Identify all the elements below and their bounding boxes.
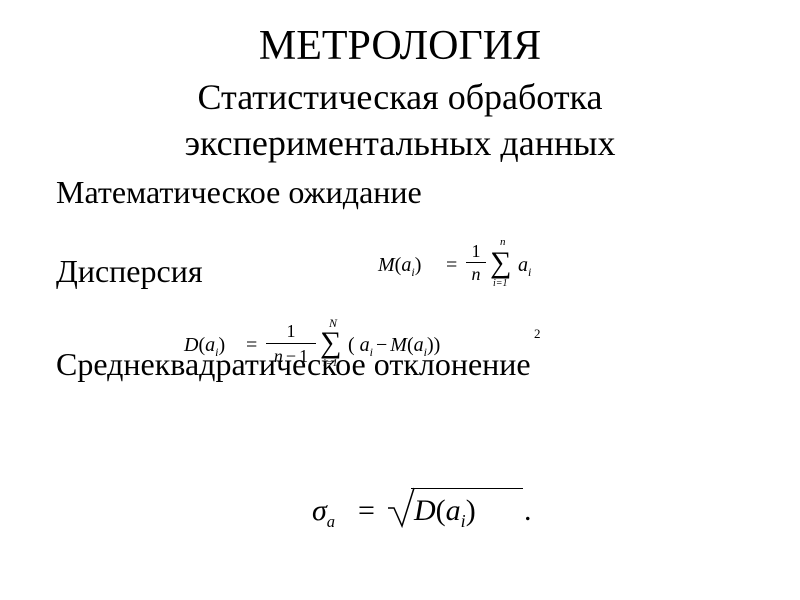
f2-sigma-lower: i=1 [323, 358, 338, 369]
f2-numerator: 1 [266, 322, 316, 340]
formula-stddev: σa = D(ai) . [312, 480, 572, 540]
f2-arg-a1: a [360, 334, 370, 356]
title-sub-line-2: экспериментальных данных [0, 122, 800, 164]
f1-sigma-lower: i=1 [493, 278, 508, 289]
f2-sigma-icon: ∑ [320, 328, 341, 358]
f3-D: D [414, 494, 436, 527]
f2-den-n: n [274, 346, 283, 366]
f3-sigma-a: σa [312, 494, 335, 532]
title-sub-line-1: Статистическая обработка [0, 76, 800, 118]
formula-variance: D(ai) = 1 n−1 ∑ N i=1 ( ai−M(ai)) 2 [184, 320, 604, 374]
f3-sigma: σ [312, 494, 327, 527]
f1-fraction: 1 n [466, 242, 486, 283]
f2-lhs: D(ai) [184, 334, 225, 360]
title-main: МЕТРОЛОГИЯ [0, 0, 800, 70]
f3-radicand: D(ai) [414, 494, 476, 532]
f1-a: a [401, 254, 411, 276]
f1-paren-close: ) [415, 254, 422, 276]
f2-arg-open2: ( [407, 334, 414, 356]
f1-lhs: M(ai) [378, 254, 421, 280]
f3-sqrt-bar [411, 488, 523, 489]
f2-den-1: 1 [299, 346, 308, 366]
f2-arg-minus: − [373, 334, 390, 356]
f2-D: D [184, 334, 198, 356]
f1-sigma-icon: ∑ [490, 248, 511, 278]
f1-arg-sub: i [528, 265, 531, 279]
f2-arg-close: ) [434, 334, 441, 356]
f3-sigma-sub: a [327, 512, 335, 531]
f2-denominator: n−1 [266, 347, 316, 365]
f1-fraction-bar [466, 262, 486, 263]
f1-arg-a: a [518, 254, 528, 276]
f2-a: a [205, 334, 215, 356]
f3-paren-close: ) [466, 494, 476, 527]
f1-summand: ai [518, 254, 531, 280]
f2-paren-close: ) [218, 334, 225, 356]
f1-sigma-upper: n [500, 236, 506, 248]
section-expected-value: Математическое ожидание [0, 174, 800, 211]
f3-paren-open: ( [436, 494, 446, 527]
f2-sigma-upper: N [329, 316, 337, 331]
f2-equals: = [246, 334, 257, 357]
f2-exponent: 2 [534, 326, 541, 342]
f2-den-minus: − [283, 346, 299, 366]
f2-fraction: 1 n−1 [266, 322, 316, 365]
f2-arg-a2: a [414, 334, 424, 356]
f2-arg-open: ( [348, 334, 355, 356]
f3-a: a [446, 494, 461, 527]
f3-period: . [524, 494, 532, 528]
f3-equals: = [358, 494, 375, 528]
f1-M: M [378, 254, 395, 276]
f2-arg-close2: ) [427, 334, 434, 356]
f1-equals: = [446, 254, 457, 277]
formula-expected-value: M(ai) = 1 n ∑ n i=1 ai [378, 242, 678, 292]
f1-denominator: n [466, 265, 486, 283]
f1-numerator: 1 [466, 242, 486, 260]
f2-arg-M: M [390, 334, 407, 356]
f2-summand: ( ai−M(ai)) [348, 334, 440, 360]
f2-fraction-bar [266, 343, 316, 344]
